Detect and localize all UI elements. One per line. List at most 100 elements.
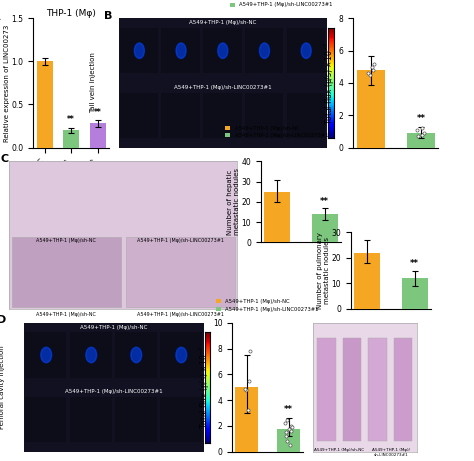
Y-axis label: Relative expression of LINC00273: Relative expression of LINC00273 — [4, 24, 10, 142]
Bar — [70, 332, 111, 378]
Point — [366, 71, 374, 78]
Circle shape — [218, 43, 228, 59]
Bar — [287, 93, 325, 138]
Bar — [245, 93, 283, 138]
Bar — [126, 311, 235, 380]
Bar — [12, 311, 121, 380]
Point — [369, 66, 376, 74]
Point — [283, 438, 291, 445]
Point — [283, 429, 290, 436]
Text: A549+THP-1 (Mφ)/sh-LINC00273#1: A549+THP-1 (Mφ)/sh-LINC00273#1 — [137, 312, 224, 317]
Bar — [236, 387, 258, 452]
Circle shape — [176, 347, 187, 363]
Bar — [115, 397, 156, 442]
Text: A549+THP-1 (Mφ)/sh-NC: A549+THP-1 (Mφ)/sh-NC — [189, 20, 256, 25]
Bar — [25, 397, 66, 442]
Text: **: ** — [94, 107, 101, 117]
Bar — [317, 338, 336, 442]
Bar — [407, 133, 435, 148]
Point — [364, 70, 372, 77]
Circle shape — [259, 43, 270, 59]
Bar — [126, 237, 235, 307]
Circle shape — [41, 347, 52, 363]
Bar — [343, 338, 361, 442]
Y-axis label: Number of hepatic
metastatic nodules: Number of hepatic metastatic nodules — [227, 168, 240, 236]
Text: A549+THP-1 (Mφ)/sh-NC: A549+THP-1 (Mφ)/sh-NC — [36, 312, 96, 317]
Bar — [36, 61, 53, 148]
Bar — [203, 28, 242, 73]
Title: THP-1 (Mφ): THP-1 (Mφ) — [46, 9, 96, 18]
Point — [287, 427, 295, 435]
Point — [283, 416, 291, 423]
Text: A549+THP-1 (Mφ)/sh-LINC00273#1: A549+THP-1 (Mφ)/sh-LINC00273#1 — [137, 238, 224, 243]
Bar — [393, 338, 412, 442]
Point — [286, 442, 294, 449]
Bar — [63, 130, 79, 148]
Bar — [160, 332, 201, 378]
Point — [419, 124, 426, 132]
Point — [282, 420, 289, 427]
Point — [420, 129, 428, 136]
Text: **: ** — [416, 114, 425, 123]
Text: B: B — [104, 11, 112, 21]
Text: A549+THP-1 (Mφ)/sh-LINC00273#1: A549+THP-1 (Mφ)/sh-LINC00273#1 — [174, 85, 272, 90]
Text: A549+THP-1 (Mφ)/sh-NC: A549+THP-1 (Mφ)/sh-NC — [314, 448, 364, 452]
Text: Femoral cavity injection: Femoral cavity injection — [0, 345, 5, 429]
Bar — [277, 429, 300, 452]
Bar — [287, 28, 325, 73]
Bar — [160, 397, 201, 442]
Point — [287, 422, 295, 430]
Text: A549+THP-1 (Mφ)/
sh-LINC00273#1: A549+THP-1 (Mφ)/ sh-LINC00273#1 — [372, 448, 410, 456]
Text: A549+THP-1 (Mφ)/sh-NC: A549+THP-1 (Mφ)/sh-NC — [36, 238, 96, 243]
Point — [285, 425, 293, 432]
Bar — [368, 338, 387, 442]
Text: **: ** — [67, 115, 75, 124]
Y-axis label: Number of pulmonary
metastatic nodules: Number of pulmonary metastatic nodules — [317, 232, 330, 309]
Point — [368, 63, 375, 71]
Point — [371, 60, 378, 67]
Point — [288, 424, 296, 431]
Bar — [12, 237, 121, 307]
Point — [414, 132, 422, 140]
Legend: A549+THP-1 (Mφ)/sh-NC, A549+THP-1 (Mφ)/sh-LINC00273#1: A549+THP-1 (Mφ)/sh-NC, A549+THP-1 (Mφ)/s… — [214, 297, 321, 314]
Circle shape — [134, 43, 145, 59]
Bar — [203, 93, 242, 138]
Point — [245, 377, 252, 384]
Circle shape — [86, 347, 97, 363]
Circle shape — [176, 43, 186, 59]
Bar — [245, 28, 283, 73]
Point — [282, 432, 290, 440]
Point — [242, 386, 250, 394]
Text: A549+THP-1 (Mφ)/sh-NC: A549+THP-1 (Mφ)/sh-NC — [80, 325, 147, 330]
Bar — [401, 278, 428, 309]
Bar — [25, 332, 66, 378]
Bar — [162, 93, 200, 138]
Point — [413, 126, 421, 133]
Bar — [162, 28, 200, 73]
Text: Tail vein injection: Tail vein injection — [91, 53, 97, 113]
Legend: A549+THP-1 (Mφ)/sh-NC, A549+THP-1 (Mφ)/sh-LINC00273#1: A549+THP-1 (Mφ)/sh-NC, A549+THP-1 (Mφ)/s… — [228, 0, 335, 10]
Text: A549+THP-1 (Mφ)/sh-LINC00273#1: A549+THP-1 (Mφ)/sh-LINC00273#1 — [65, 389, 163, 394]
Point — [418, 131, 425, 138]
Point — [246, 348, 254, 355]
Text: D: D — [0, 315, 6, 325]
Bar — [264, 192, 291, 242]
Point — [244, 407, 251, 414]
Text: C: C — [0, 154, 9, 164]
Bar — [90, 124, 106, 148]
Bar — [311, 214, 337, 242]
Bar — [70, 397, 111, 442]
Bar — [355, 253, 381, 309]
Circle shape — [131, 347, 142, 363]
Point — [241, 385, 248, 392]
Bar — [357, 70, 384, 148]
Legend: A549+THP-1 (Mφ)/sh-NC, A549+THP-1 (Mφ)/sh-LINC00273#1: A549+THP-1 (Mφ)/sh-NC, A549+THP-1 (Mφ)/s… — [223, 124, 330, 140]
Bar — [120, 93, 158, 138]
Bar — [120, 28, 158, 73]
Y-axis label: Total flux (p/s) ×10$^{-7}$: Total flux (p/s) ×10$^{-7}$ — [197, 345, 211, 429]
Text: **: ** — [284, 405, 293, 414]
Y-axis label: Total flux (p/s) ×10$^{-7}$: Total flux (p/s) ×10$^{-7}$ — [323, 41, 337, 125]
Text: **: ** — [320, 196, 329, 206]
Text: **: ** — [410, 259, 419, 268]
Bar — [115, 332, 156, 378]
